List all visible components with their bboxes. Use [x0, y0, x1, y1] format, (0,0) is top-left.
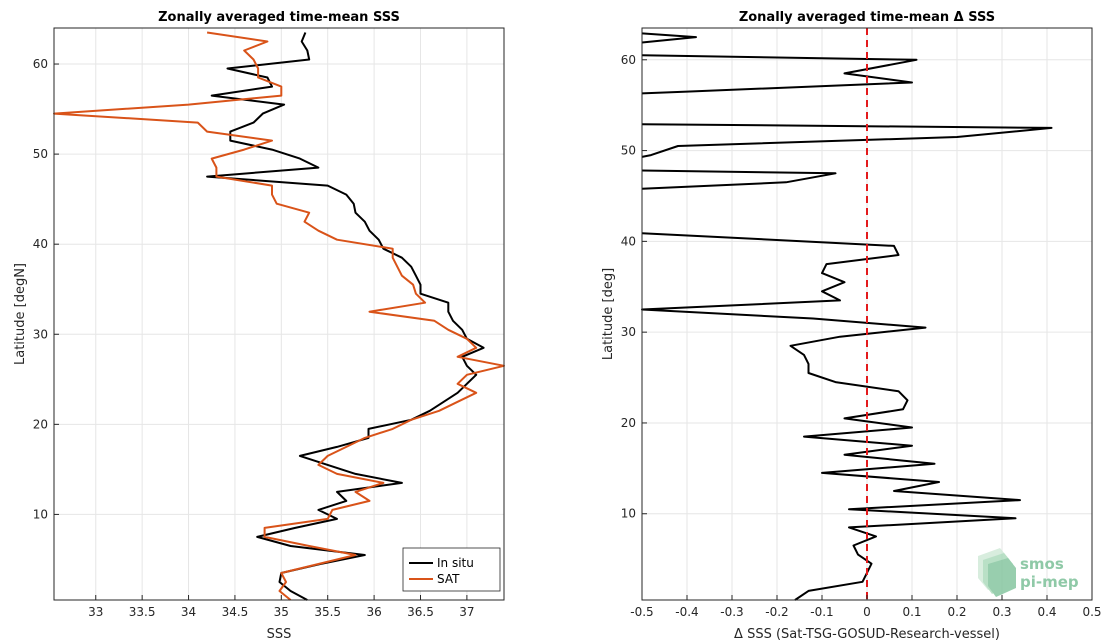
y-tick-label: 50 [33, 147, 48, 161]
y-axis-label-left: Latitude [degN] [13, 263, 28, 365]
x-tick-label: 0.2 [947, 605, 966, 619]
y-tick-label: 60 [33, 57, 48, 71]
x-tick-label: -0.1 [810, 605, 833, 619]
ticks-right: -0.5 -0.4 -0.3 -0.2 -0.1 0 0.1 0.2 0.3 0.4 0.5 10 20… [621, 53, 1102, 619]
logo: smos pi-mep [978, 548, 1079, 597]
series-left [53, 31, 505, 601]
y-tick-label: 30 [621, 325, 636, 339]
x-tick-label: 34.5 [222, 605, 249, 619]
legend: In situ SAT [402, 547, 501, 592]
y-tick-label: 10 [33, 507, 48, 521]
series-line-delta-sss [641, 232, 1021, 601]
layered-sheets-icon [978, 548, 1016, 597]
ticks-left: 33 33.5 34 34.5 35 35.5 36 36.5 37 10 20 30 40 50 60 [33, 57, 475, 619]
x-tick-label: -0.2 [765, 605, 788, 619]
x-tick-label: 34 [181, 605, 196, 619]
series-line-delta-sss [641, 169, 837, 190]
y-tick-label: 10 [621, 507, 636, 521]
y-tick-label: 60 [621, 53, 636, 67]
x-tick-label: 33.5 [129, 605, 156, 619]
y-tick-label: 50 [621, 144, 636, 158]
x-tick-label: 36.5 [407, 605, 434, 619]
x-tick-label: 0.1 [902, 605, 921, 619]
x-axis-label-left: SSS [267, 627, 292, 642]
chart-left: 33 33.5 34 34.5 35 35.5 36 36.5 37 10 20 30 40 50 60 Z… [13, 10, 505, 642]
x-tick-label: 37 [459, 605, 474, 619]
x-tick-label: 36 [366, 605, 381, 619]
chart-title-right: Zonally averaged time-mean Δ SSS [739, 10, 995, 25]
legend-box [402, 547, 501, 592]
series-line-delta-sss [641, 54, 918, 95]
logo-text-smos: smos [1020, 555, 1064, 573]
legend-label-sat: SAT [437, 572, 460, 586]
x-tick-label: 0.5 [1082, 605, 1101, 619]
grid-left [54, 28, 504, 600]
x-tick-label: 33 [88, 605, 103, 619]
series-line-delta-sss [641, 32, 697, 44]
y-tick-label: 30 [33, 327, 48, 341]
x-tick-label: 0 [863, 605, 871, 619]
y-tick-label: 20 [621, 416, 636, 430]
series-right [641, 32, 1053, 601]
series-line-delta-sss [641, 123, 1053, 158]
x-tick-label: 0.3 [992, 605, 1011, 619]
y-tick-label: 40 [621, 234, 636, 248]
chart-right: -0.5 -0.4 -0.3 -0.2 -0.1 0 0.1 0.2 0.3 0.4 0.5 10 20… [601, 10, 1102, 642]
x-tick-label: -0.4 [675, 605, 698, 619]
y-tick-label: 40 [33, 237, 48, 251]
x-tick-label: -0.5 [630, 605, 653, 619]
series-line-in-situ [206, 32, 485, 601]
legend-label-in-situ: In situ [437, 556, 474, 570]
x-tick-label: 0.4 [1037, 605, 1056, 619]
series-line-sat [53, 31, 505, 601]
x-tick-label: 35.5 [314, 605, 341, 619]
chart-title-left: Zonally averaged time-mean SSS [158, 10, 400, 25]
x-tick-label: 35 [274, 605, 289, 619]
x-axis-label-right: Δ SSS (Sat-TSG-GOSUD-Research-vessel) [734, 627, 1000, 642]
plot-frame-left [53, 27, 505, 601]
logo-text-pi-mep: pi-mep [1020, 573, 1079, 591]
y-axis-label-right: Latitude [deg] [601, 268, 616, 360]
x-tick-label: -0.3 [720, 605, 743, 619]
y-tick-label: 20 [33, 417, 48, 431]
